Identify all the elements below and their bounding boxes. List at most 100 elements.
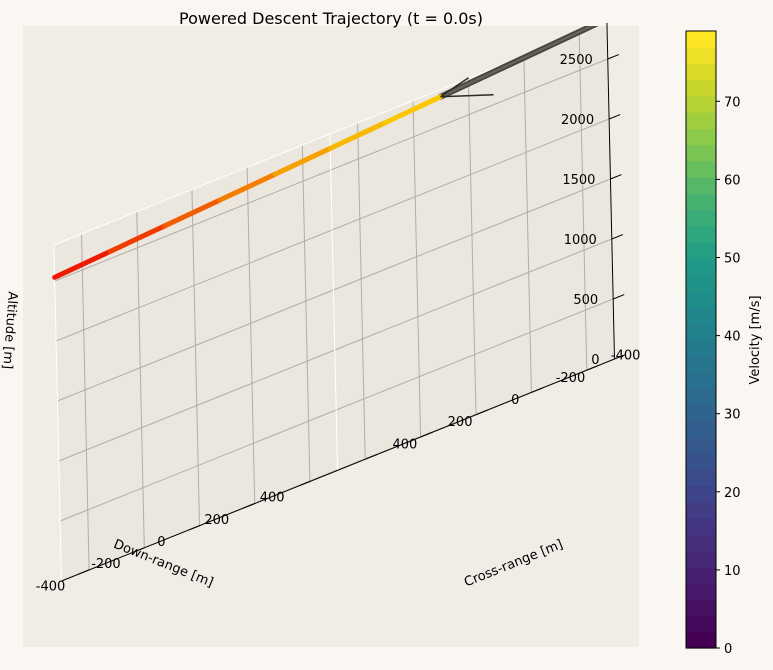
x-tick-mark	[531, 387, 543, 393]
pane-edge	[329, 133, 338, 471]
x-tick-label: 400	[392, 437, 417, 452]
colorbar-band	[686, 339, 716, 357]
colorbar-tick-label: 30	[724, 408, 741, 423]
pane-edge	[53, 244, 62, 582]
x-tick-label: 0	[511, 393, 519, 408]
trajectory-segment	[272, 145, 333, 177]
grid-line	[246, 167, 256, 504]
grid-line	[357, 122, 366, 459]
trajectory-segment	[162, 197, 223, 229]
colorbar-band	[686, 453, 716, 470]
y-tick-mark	[188, 525, 201, 531]
colorbar-band	[686, 631, 716, 649]
y-tick-label: 200	[204, 513, 229, 528]
grid-line	[301, 145, 311, 482]
colorbar-band	[686, 518, 716, 535]
colorbar-band	[686, 209, 716, 227]
z-tick-mark	[614, 354, 626, 360]
colorbar-band	[686, 242, 716, 259]
y-tick-label: -200	[91, 557, 121, 572]
chart-title: Powered Descent Trajectory (t = 0.0s)	[179, 9, 483, 28]
z-tick-label: 0	[591, 353, 599, 368]
glide-path-highlight	[440, 26, 595, 98]
y-tick-label: 0	[157, 535, 165, 550]
x-tick-mark	[586, 365, 599, 371]
colorbar-band	[686, 160, 716, 178]
colorbar-tick-label: 40	[724, 330, 741, 345]
colorbar-label: Velocity [m/s]	[748, 295, 763, 384]
colorbar-tick-label: 10	[724, 564, 741, 579]
y-tick-mark	[77, 569, 90, 575]
grid-line	[55, 229, 333, 342]
colorbar-tick-label: 70	[724, 95, 741, 110]
grid-line	[330, 58, 608, 171]
colorbar-band	[686, 225, 716, 243]
z-tick-mark	[611, 234, 624, 240]
colorbar-band	[686, 534, 716, 552]
grid-line	[335, 298, 614, 411]
colorbar-band	[686, 193, 716, 211]
grid-line	[58, 349, 335, 462]
y-tick-label: -400	[36, 579, 66, 594]
colorbar-band	[686, 404, 716, 422]
z-tick-mark	[607, 54, 620, 60]
z-tick-label: 2500	[560, 53, 593, 68]
thrust-vector	[440, 94, 494, 98]
grid-line	[467, 78, 477, 415]
z-tick-label: 1000	[564, 233, 597, 248]
y-tick-mark	[244, 502, 256, 509]
colorbar-band	[686, 47, 716, 65]
colorbar-band	[686, 388, 716, 406]
colorbar-band	[686, 583, 716, 600]
colorbar: 0 10 20 30 40 50 60 70	[685, 30, 741, 657]
colorbar-band	[686, 485, 716, 503]
grid-line	[333, 178, 611, 291]
colorbar-band	[686, 95, 716, 113]
grid-line	[412, 100, 422, 437]
z-axis-line	[606, 22, 615, 360]
x-tick-mark	[365, 453, 378, 460]
y-tick-label: 400	[260, 491, 285, 506]
grid-line	[54, 169, 331, 282]
z-tick-mark	[610, 174, 622, 180]
grid-line	[523, 56, 532, 393]
z-tick-label: 500	[573, 293, 598, 308]
trajectory-segment	[52, 249, 113, 280]
colorbar-band	[686, 615, 716, 633]
colorbar-band	[686, 177, 716, 194]
colorbar-tick-label: 50	[724, 251, 741, 266]
colorbar-band	[686, 112, 716, 130]
z-tick-label: 1500	[562, 173, 595, 188]
z-tick-label: 2000	[561, 113, 594, 128]
pane-edge	[53, 133, 331, 246]
trajectory-segment	[382, 94, 444, 126]
grid-line	[59, 409, 337, 522]
colorbar-tick-label: 60	[724, 173, 741, 188]
x-tick-label: -400	[611, 349, 641, 364]
grid-line	[81, 233, 90, 570]
colorbar-frame	[685, 30, 717, 649]
trajectory-segment	[107, 223, 168, 255]
trajectory-segment	[217, 171, 278, 203]
colorbar-band	[686, 274, 716, 292]
colorbar-band	[686, 31, 716, 48]
colorbar-band	[686, 290, 716, 308]
colorbar-band	[686, 501, 716, 519]
z-tick-mark	[608, 114, 621, 120]
y-tick-mark	[133, 547, 145, 553]
grid-line	[136, 211, 145, 548]
colorbar-band	[686, 258, 716, 276]
thrust-vector	[440, 77, 469, 98]
y-tick-mark	[299, 480, 311, 487]
colorbar-band	[686, 128, 716, 146]
colorbar-tick-label: 0	[724, 642, 732, 657]
colorbar-band	[686, 371, 716, 389]
grid-line	[191, 189, 200, 526]
grid-line	[578, 34, 588, 371]
x-tick-label: -200	[556, 371, 586, 386]
grid-line	[331, 118, 610, 231]
grid-line	[334, 238, 612, 351]
x-tick-mark	[421, 431, 433, 438]
